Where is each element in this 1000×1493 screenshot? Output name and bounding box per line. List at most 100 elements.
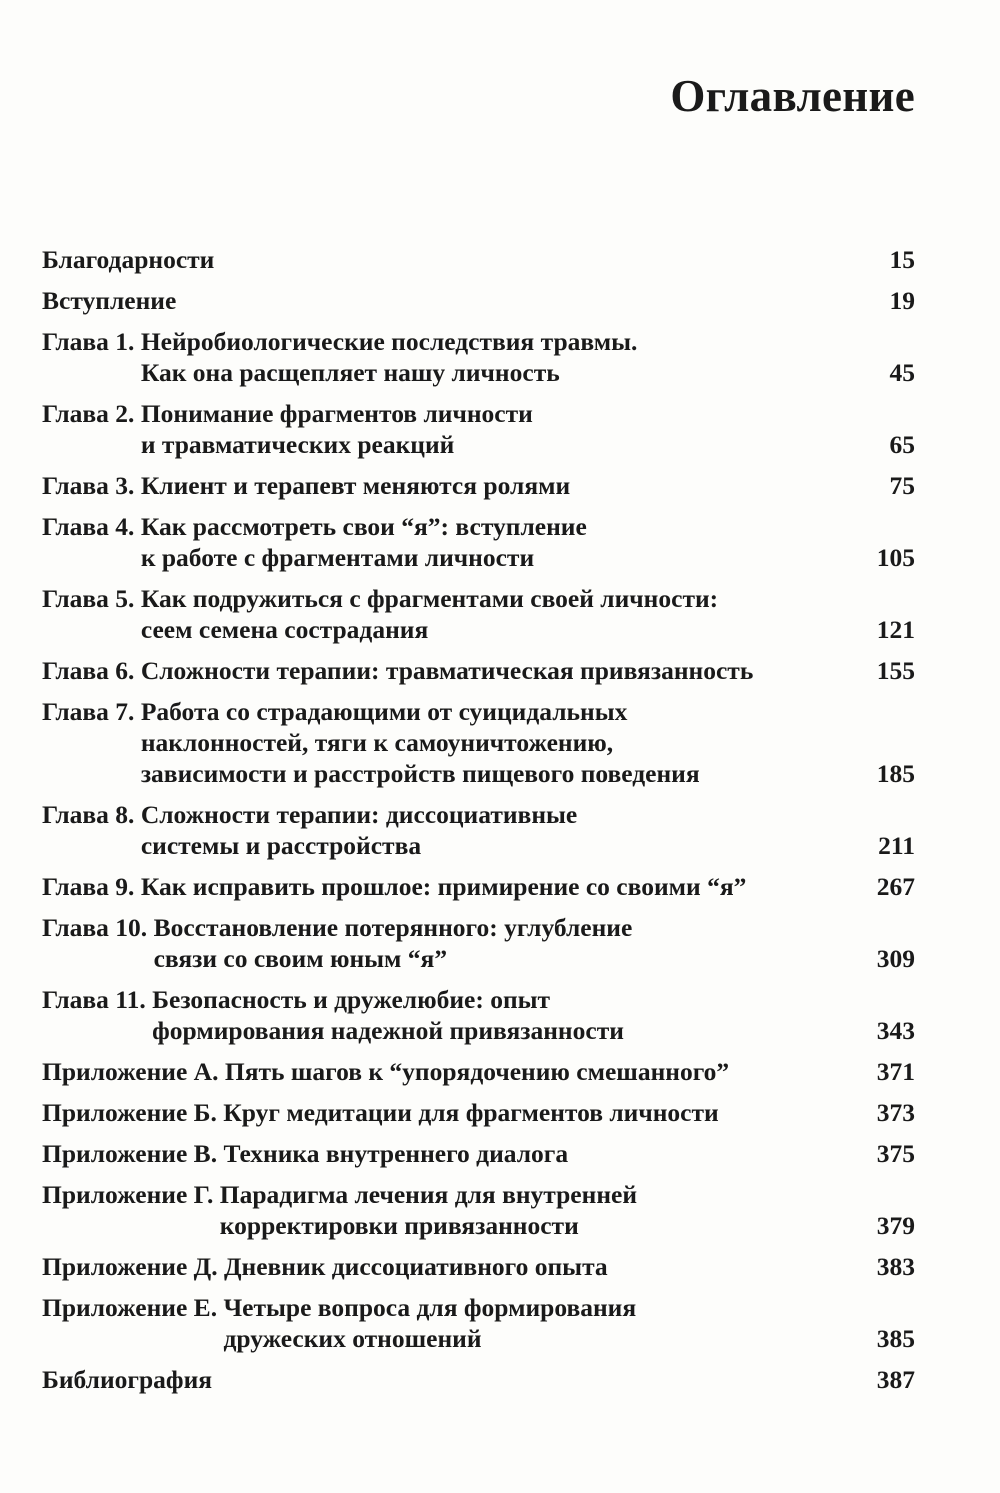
page-number: 15 <box>889 245 916 274</box>
entry-title-line: Как она расщепляет нашу личность <box>140 358 560 387</box>
page-title: Оглавление <box>670 71 915 121</box>
page-number: 387 <box>876 1365 915 1394</box>
entry-title-line: Сложности терапии: травматическая привяз… <box>140 656 754 685</box>
toc-entry[interactable]: Благодарности 15 <box>42 244 915 275</box>
entry-label: Приложение Е. <box>42 1293 224 1322</box>
toc-entry[interactable]: Вступление 19 <box>42 285 915 316</box>
toc-entry[interactable]: Глава 1. Нейробиологические последствия … <box>42 326 915 388</box>
entry-title: Безопасность и дружелюбие: опыт формирова… <box>152 984 915 1046</box>
toc-entry[interactable]: Глава 2. Понимание фрагментов личности и … <box>42 398 915 460</box>
entry-title: Круг медитации для фрагментов личности <box>223 1097 915 1128</box>
toc-entry[interactable]: Приложение А. Пять шагов к “упорядочению… <box>42 1056 915 1087</box>
entry-label: Глава 7. <box>42 697 141 726</box>
entry-title-line: Как подружиться с фрагментами своей личн… <box>140 584 719 613</box>
page-number: 185 <box>876 759 915 788</box>
entry-label: Приложение Б. <box>42 1098 224 1127</box>
page-number: 379 <box>876 1211 915 1240</box>
entry-title: Парадигма лечения для внутренней корректи… <box>220 1179 915 1241</box>
entry-label: Глава 8. <box>42 800 141 829</box>
entry-title-line: Нейробиологические последствия травмы. <box>140 327 638 356</box>
entry-title: Сложности терапии: диссоциативные системы… <box>141 799 915 861</box>
entry-label: Приложение Г. <box>42 1180 220 1209</box>
entry-title-line: Благодарности <box>42 245 215 274</box>
toc-entry[interactable]: Глава 6. Сложности терапии: травматическ… <box>42 655 915 686</box>
entry-title-line: к работе с фрагментами личности <box>140 543 535 572</box>
entry-title-line: Восстановление потерянного: углубление <box>153 913 633 942</box>
toc-entry[interactable]: Приложение В. Техника внутреннего диалог… <box>42 1138 915 1169</box>
toc-entry[interactable]: Глава 11. Безопасность и дружелюбие: опы… <box>42 984 915 1046</box>
toc-entry[interactable]: Приложение Г. Парадигма лечения для внут… <box>42 1179 915 1241</box>
page-number: 375 <box>876 1139 915 1168</box>
toc-entry[interactable]: Глава 3. Клиент и терапевт меняются роля… <box>42 470 915 501</box>
page-number: 343 <box>876 1016 915 1045</box>
page-number: 309 <box>876 944 915 973</box>
entry-title: Работа со страдающими от суицидальных нак… <box>141 696 915 789</box>
page-number: 371 <box>876 1057 915 1086</box>
entry-title: Нейробиологические последствия травмы. Ка… <box>141 326 915 388</box>
entry-title-line: наклонностей, тяги к самоуничтожению, <box>140 728 614 757</box>
entry-title-line: Как исправить прошлое: примирение со сво… <box>140 872 747 901</box>
entry-title-line: Как рассмотреть свои “я”: вступление <box>140 512 587 541</box>
entry-title-line: Библиография <box>42 1365 213 1394</box>
page-number: 211 <box>878 831 915 860</box>
entry-label: Глава 10. <box>42 913 154 942</box>
entry-title-line: Безопасность и дружелюбие: опыт <box>152 985 551 1014</box>
toc-entry[interactable]: Библиография 387 <box>42 1364 915 1395</box>
entry-title: Клиент и терапевт меняются ролями <box>141 470 915 501</box>
entry-title-line: Клиент и терапевт меняются ролями <box>140 471 571 500</box>
entry-title-line: зависимости и расстройств пищевого повед… <box>140 759 700 788</box>
toc-entry[interactable]: Приложение Е. Четыре вопроса для формиро… <box>42 1292 915 1354</box>
entry-title: Библиография <box>42 1364 915 1395</box>
entry-label: Приложение В. <box>42 1139 224 1168</box>
toc-entry[interactable]: Глава 7. Работа со страдающими от суицид… <box>42 696 915 789</box>
toc-entry[interactable]: Глава 5. Как подружиться с фрагментами с… <box>42 583 915 645</box>
entry-label: Приложение Д. <box>42 1252 224 1281</box>
entry-title: Как подружиться с фрагментами своей личн… <box>141 583 915 645</box>
table-of-contents: Благодарности 15 Вступление 19 Глава 1. Нейр… <box>42 244 915 1405</box>
entry-title-line: Техника внутреннего диалога <box>223 1139 569 1168</box>
entry-label: Глава 5. <box>42 584 141 613</box>
entry-label: Приложение А. <box>42 1057 225 1086</box>
entry-title: Четыре вопроса для формирования дружеских… <box>223 1292 915 1354</box>
page-number: 121 <box>876 615 915 644</box>
entry-title-line: Вступление <box>42 286 177 315</box>
page-number: 267 <box>876 872 915 901</box>
entry-title: Сложности терапии: травматическая привяз… <box>141 655 915 686</box>
entry-title-line: корректировки привязанности <box>219 1211 579 1240</box>
entry-title-line: системы и расстройства <box>140 831 422 860</box>
entry-title-line: формирования надежной привязанности <box>152 1016 624 1045</box>
page-number: 65 <box>889 430 916 459</box>
entry-title-line: Сложности терапии: диссоциативные <box>140 800 578 829</box>
toc-entry[interactable]: Глава 4. Как рассмотреть свои “я”: вступ… <box>42 511 915 573</box>
entry-title: Как рассмотреть свои “я”: вступление к ра… <box>141 511 915 573</box>
entry-title: Дневник диссоциативного опыта <box>224 1251 915 1282</box>
page-number: 383 <box>876 1252 915 1281</box>
entry-title-line: Дневник диссоциативного опыта <box>223 1252 608 1281</box>
toc-entry[interactable]: Глава 9. Как исправить прошлое: примирен… <box>42 871 915 902</box>
page-number: 373 <box>876 1098 915 1127</box>
entry-label: Глава 11. <box>42 985 153 1014</box>
entry-title-line: связи со своим юным “я” <box>153 944 448 973</box>
entry-label: Глава 3. <box>42 471 141 500</box>
entry-title: Благодарности <box>42 244 915 275</box>
page-number: 45 <box>889 358 916 387</box>
page-number: 105 <box>876 543 915 572</box>
entry-title-line: дружеских отношений <box>223 1324 482 1353</box>
page-number: 19 <box>889 286 916 315</box>
page-number: 75 <box>889 471 916 500</box>
entry-title: Понимание фрагментов личности и травматич… <box>141 398 915 460</box>
entry-title: Как исправить прошлое: примирение со сво… <box>141 871 915 902</box>
page-number: 385 <box>876 1324 915 1353</box>
entry-title-line: Работа со страдающими от суицидальных <box>140 697 628 726</box>
toc-entry[interactable]: Глава 10. Восстановление потерянного: уг… <box>42 912 915 974</box>
entry-title-line: Пять шагов к “упорядочению смешанного” <box>224 1057 730 1086</box>
entry-label: Глава 2. <box>42 399 141 428</box>
entry-title-line: сеем семена сострадания <box>140 615 429 644</box>
entry-title-line: Понимание фрагментов личности <box>140 399 533 428</box>
page-number: 155 <box>876 656 915 685</box>
entry-title-line: Круг медитации для фрагментов личности <box>223 1098 719 1127</box>
toc-entry[interactable]: Глава 8. Сложности терапии: диссоциативн… <box>42 799 915 861</box>
entry-title-line: Парадигма лечения для внутренней <box>219 1180 638 1209</box>
toc-entry[interactable]: Приложение Д. Дневник диссоциативного оп… <box>42 1251 915 1282</box>
toc-entry[interactable]: Приложение Б. Круг медитации для фрагмен… <box>42 1097 915 1128</box>
